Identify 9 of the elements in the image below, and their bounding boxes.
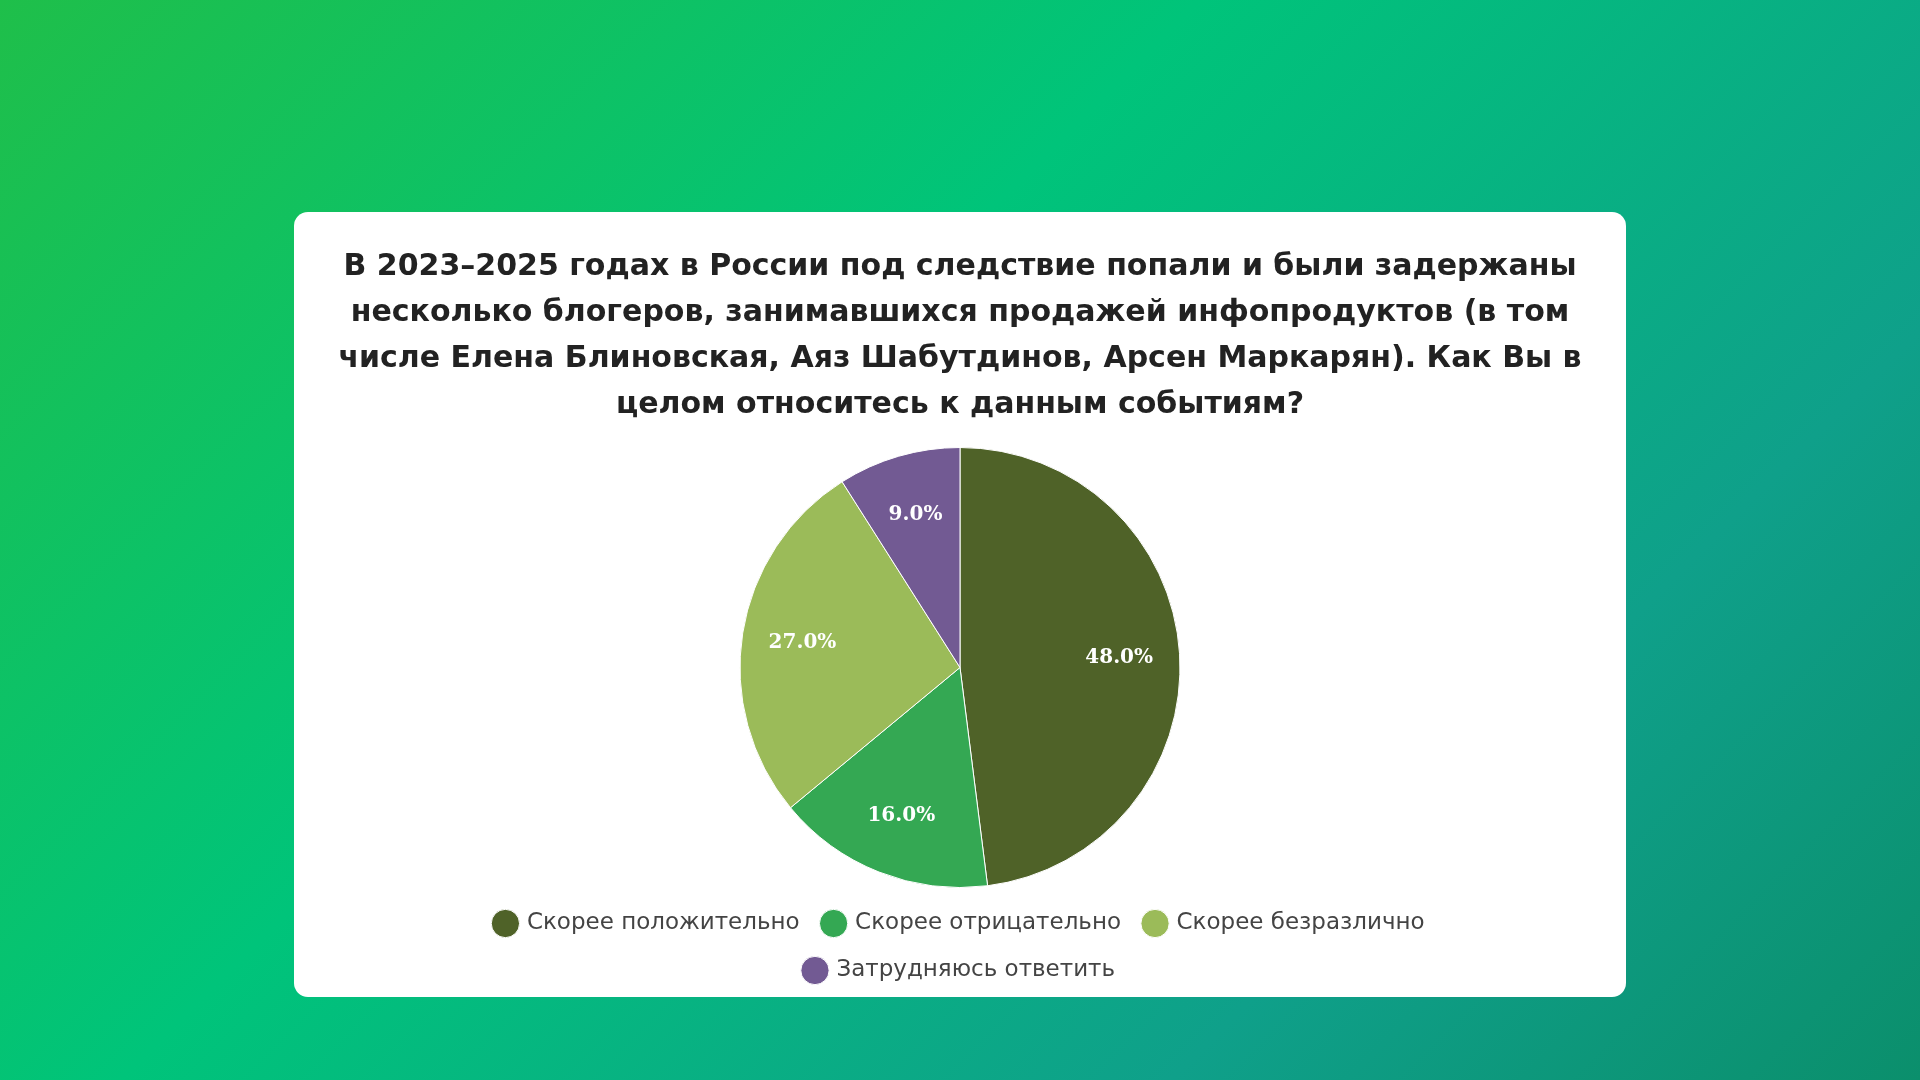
data-label: 9.0% — [888, 500, 943, 525]
data-label: 16.0% — [867, 802, 936, 826]
legend-label: Скорее отрицательно — [855, 908, 1122, 935]
data-label: 48.0% — [1085, 643, 1154, 668]
data-label: 27.0% — [768, 628, 837, 653]
legend-label: Скорее положительно — [526, 908, 800, 935]
legend-label: Скорее безразлично — [1176, 908, 1425, 935]
chart-title: В 2023–2025 годах в России под следствие попали и были задержаны несколько блогеров, занимавшихся продажей инфопродуктов (в том числе Елена Блиновская, Аяз Шабутдинов, Арсен Маркарян). Как Вы в целом относитесь к данным событиям? — [337, 246, 1583, 422]
legend-label: Затрудняюсь ответить — [836, 955, 1116, 982]
